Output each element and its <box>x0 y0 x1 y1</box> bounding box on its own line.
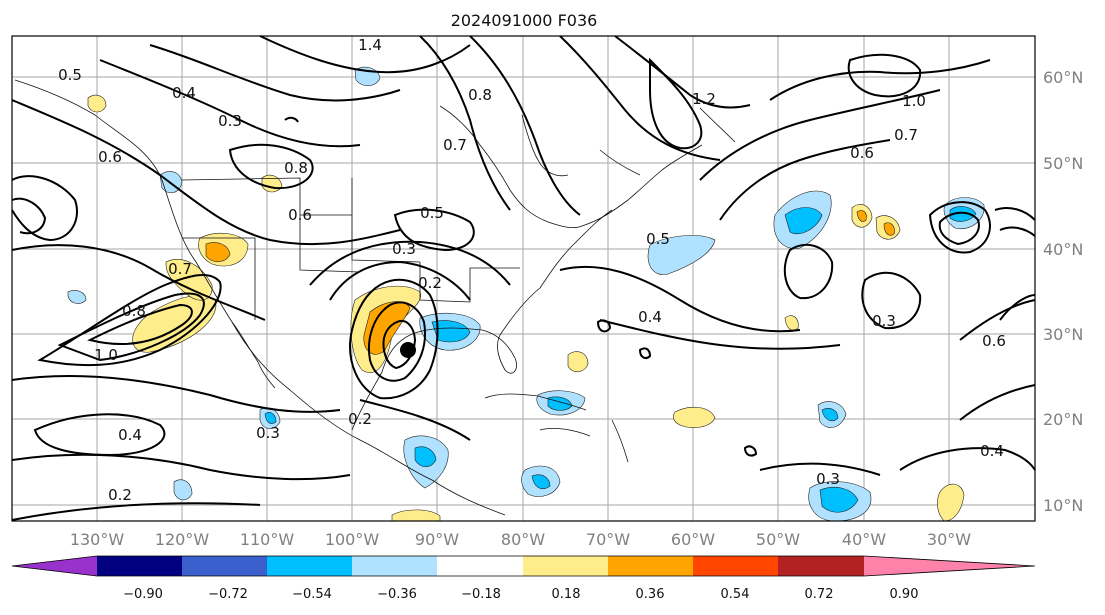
contour-label: 0.4 <box>638 308 662 326</box>
contour-label: 0.8 <box>122 302 146 320</box>
map-title: 2024091000 F036 <box>451 11 598 30</box>
lon-label: 90°W <box>415 530 459 549</box>
lat-label: 40°N <box>1043 240 1083 259</box>
map-panel: 1.4 0.8 0.5 0.4 0.3 0.6 0.8 0.6 0.7 0.5 … <box>11 35 1036 522</box>
contour-label: 0.5 <box>646 230 670 248</box>
lon-label: 130°W <box>70 530 125 549</box>
colorbar-tick-label: 0.54 <box>721 587 750 602</box>
contour-label: 0.3 <box>392 240 416 258</box>
lon-label: 70°W <box>586 530 630 549</box>
contour-label: 0.2 <box>418 274 442 292</box>
lat-label: 20°N <box>1043 410 1083 429</box>
colorbar-segment <box>352 556 437 576</box>
contour-label: 0.3 <box>256 424 280 442</box>
longitude-labels: 130°W 120°W 110°W 100°W 90°W 80°W 70°W 6… <box>70 530 971 549</box>
colorbar-segment <box>12 556 97 576</box>
colorbar-segment <box>182 556 267 576</box>
lat-label: 10°N <box>1043 496 1083 515</box>
colorbar-segment <box>778 556 864 576</box>
colorbar-tick-label: 0.18 <box>552 587 581 602</box>
contour-label: 1.4 <box>358 36 382 54</box>
contour-label: 0.6 <box>982 332 1006 350</box>
contour-label: 0.7 <box>894 126 918 144</box>
contour-label: 0.3 <box>816 470 840 488</box>
colorbar-outline <box>11 555 1036 577</box>
lon-label: 120°W <box>155 530 210 549</box>
colorbar-segment <box>693 556 778 576</box>
colorbar-tick-label: 0.72 <box>805 587 834 602</box>
colorbar-tick-label: −0.54 <box>292 587 332 602</box>
contour-label: 1.0 <box>902 92 926 110</box>
contour-label: 0.2 <box>348 410 372 428</box>
colorbar-tick-label: 0.36 <box>636 587 665 602</box>
colorbar-tick-label: 0.90 <box>890 587 919 602</box>
contour-label: 0.3 <box>218 112 242 130</box>
colorbar-tick-label: −0.18 <box>461 587 501 602</box>
contour-label: 0.6 <box>288 206 312 224</box>
colorbar-segment <box>97 556 182 576</box>
coastlines-and-borders <box>14 79 736 516</box>
lat-label: 30°N <box>1043 325 1083 344</box>
contour-label: 1.2 <box>692 90 716 108</box>
contour-label: 0.3 <box>872 312 896 330</box>
lat-label: 60°N <box>1043 68 1083 87</box>
colorbar-segment <box>523 556 608 576</box>
contour-label: 0.7 <box>443 136 467 154</box>
lon-label: 100°W <box>325 530 380 549</box>
latitude-labels: 60°N 50°N 40°N 30°N 20°N 10°N <box>1043 68 1083 515</box>
contour-label: 1.0 <box>94 346 118 364</box>
lon-label: 80°W <box>501 530 545 549</box>
contour-label: 0.4 <box>118 426 142 444</box>
colorbar-segment <box>437 556 523 576</box>
contour-label: 0.4 <box>980 442 1004 460</box>
contour-lines <box>11 35 1036 521</box>
contour-label: 0.6 <box>98 148 122 166</box>
contour-label: 0.8 <box>284 159 308 177</box>
lon-label: 40°W <box>842 530 886 549</box>
colorbar-segment <box>864 556 1035 576</box>
colorbar-tick-label: −0.36 <box>377 587 417 602</box>
lon-label: 60°W <box>671 530 715 549</box>
contour-label: 0.8 <box>468 86 492 104</box>
map-frame <box>11 35 1036 522</box>
colorbar-segment <box>267 556 352 576</box>
contour-label: 0.7 <box>168 260 192 278</box>
contour-label: 0.6 <box>850 144 874 162</box>
contour-label: 0.5 <box>58 66 82 84</box>
colorbar: −0.90 −0.72 −0.54 −0.36 −0.18 0.18 0.36 … <box>11 555 1036 602</box>
lat-label: 50°N <box>1043 154 1083 173</box>
contour-labels: 1.4 0.8 0.5 0.4 0.3 0.6 0.8 0.6 0.7 0.5 … <box>58 36 1006 504</box>
storm-center-marker <box>400 342 416 358</box>
colorbar-tick-label: −0.72 <box>208 587 248 602</box>
contour-label: 0.5 <box>420 204 444 222</box>
contour-label: 0.4 <box>172 84 196 102</box>
lon-label: 110°W <box>240 530 295 549</box>
colorbar-tick-label: −0.90 <box>123 587 163 602</box>
lon-label: 50°W <box>756 530 800 549</box>
lon-label: 30°W <box>927 530 971 549</box>
contour-label: 0.2 <box>108 486 132 504</box>
colorbar-segment <box>608 556 693 576</box>
